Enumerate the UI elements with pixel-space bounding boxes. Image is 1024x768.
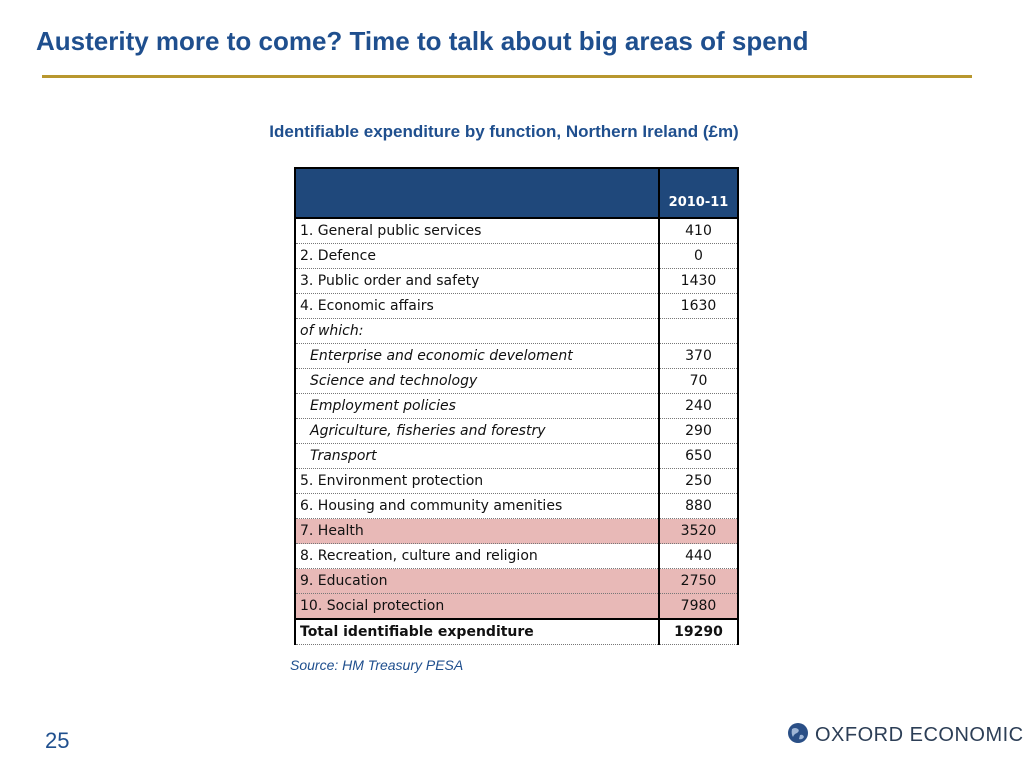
row-label: 6. Housing and community amenities [294, 493, 660, 519]
table-row: 8. Recreation, culture and religion 440 [294, 543, 739, 569]
row-value: 0 [659, 243, 739, 269]
row-value: 370 [659, 343, 739, 369]
row-label: Science and technology [294, 368, 660, 394]
row-value: 290 [659, 418, 739, 444]
table-header-row: 2010-11 [294, 167, 739, 219]
row-label: 4. Economic affairs [294, 293, 660, 319]
oxford-economics-logo: OXFORD ECONOMICS [787, 722, 1024, 748]
table-row: 6. Housing and community amenities 880 [294, 493, 739, 519]
header-year: 2010-11 [658, 167, 739, 219]
total-label: Total identifiable expenditure [294, 618, 660, 645]
row-value: 240 [659, 393, 739, 419]
row-label: Enterprise and economic develoment [294, 343, 660, 369]
row-value: 2750 [659, 568, 739, 594]
table-row-sub: Employment policies 240 [294, 393, 739, 419]
row-label: Agriculture, fisheries and forestry [294, 418, 660, 444]
row-value: 410 [659, 218, 739, 244]
table-row: 5. Environment protection 250 [294, 468, 739, 494]
header-label-cell [294, 167, 660, 219]
row-value: 7980 [659, 593, 739, 620]
table-row-sub: Transport 650 [294, 443, 739, 469]
row-value: 880 [659, 493, 739, 519]
globe-icon [787, 722, 809, 749]
table-row-highlighted: 9. Education 2750 [294, 568, 739, 594]
row-label: 10. Social protection [294, 593, 660, 620]
slide-title: Austerity more to come? Time to talk abo… [36, 26, 809, 56]
table-row: 4. Economic affairs 1630 [294, 293, 739, 319]
table-row-sub: Enterprise and economic develoment 370 [294, 343, 739, 369]
table-row-highlighted: 10. Social protection 7980 [294, 593, 739, 620]
table-total-row: Total identifiable expenditure 19290 [294, 618, 739, 645]
row-value [659, 318, 739, 344]
table-row: 1. General public services 410 [294, 218, 739, 244]
row-label: Transport [294, 443, 660, 469]
table-row-sub: Science and technology 70 [294, 368, 739, 394]
table-row-highlighted: 7. Health 3520 [294, 518, 739, 544]
title-divider [42, 75, 972, 78]
row-label: 2. Defence [294, 243, 660, 269]
row-label: 8. Recreation, culture and religion [294, 543, 660, 569]
row-label: of which: [294, 318, 660, 344]
row-value: 3520 [659, 518, 739, 544]
table-title: Identifiable expenditure by function, No… [269, 122, 739, 141]
row-label: 3. Public order and safety [294, 268, 660, 294]
row-value: 1630 [659, 293, 739, 319]
source-note: Source: HM Treasury PESA [290, 657, 464, 673]
row-label: Employment policies [294, 393, 660, 419]
row-label: 7. Health [294, 518, 660, 544]
row-label: 1. General public services [294, 218, 660, 244]
logo-text: OXFORD ECONOMICS [815, 723, 1024, 746]
expenditure-table: 2010-11 1. General public services 410 2… [294, 167, 739, 645]
table-row: 3. Public order and safety 1430 [294, 268, 739, 294]
row-label: 5. Environment protection [294, 468, 660, 494]
table-row-subheader: of which: [294, 318, 739, 344]
row-value: 440 [659, 543, 739, 569]
row-value: 250 [659, 468, 739, 494]
row-value: 70 [659, 368, 739, 394]
row-value: 650 [659, 443, 739, 469]
table-row-sub: Agriculture, fisheries and forestry 290 [294, 418, 739, 444]
table-row: 2. Defence 0 [294, 243, 739, 269]
row-label: 9. Education [294, 568, 660, 594]
total-value: 19290 [659, 618, 739, 645]
row-value: 1430 [659, 268, 739, 294]
page-number: 25 [45, 728, 70, 753]
